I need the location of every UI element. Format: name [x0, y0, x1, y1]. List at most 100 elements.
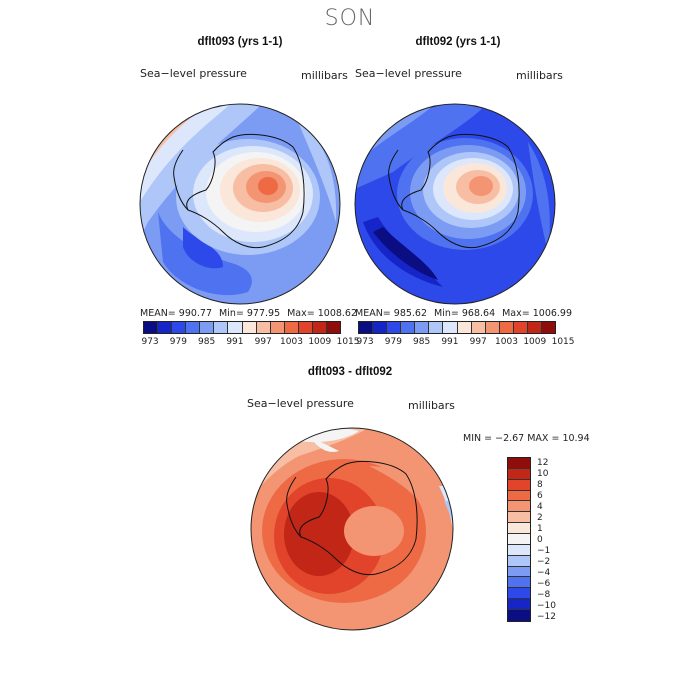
panel-2-colorbar-tick-label: 1015 [551, 337, 575, 347]
panel-1-polar-map [139, 103, 341, 305]
diff-colorbar-tick-label: 2 [537, 512, 543, 523]
panel-1-colorbar-swatch [242, 322, 257, 333]
panel-1-colorbar-swatch [312, 322, 328, 333]
panel-2-colorbar-swatch [485, 322, 500, 333]
diff-panel-minmax: MIN = −2.67 MAX = 10.94 [463, 433, 590, 444]
diff-colorbar-tick-label: 12 [537, 457, 549, 468]
panel-2-colorbar-ticks: 973 979 985 991 997 1003 1009 1015 [356, 337, 574, 349]
diff-colorbar-tick-label: 10 [537, 468, 549, 479]
diff-colorbar-swatch [508, 544, 530, 556]
panel-2-colorbar-swatch [542, 322, 556, 333]
diff-panel-title: dflt093 - dflt092 [307, 366, 393, 378]
panel-1-colorbar-swatch [158, 322, 173, 333]
panel-1-colorbar-swatch [228, 322, 243, 333]
panel-1-colorbar-swatch [298, 322, 313, 333]
panel-2-colorbar-tick-label: 1009 [523, 337, 547, 347]
panel-2-polar-map [354, 103, 556, 305]
diff-colorbar-tick-label: 1 [537, 523, 543, 534]
panel-1-colorbar-tick-label: 1003 [280, 337, 303, 347]
panel-1-units-label: millibars [301, 69, 348, 82]
diff-colorbar-swatch [508, 599, 530, 611]
panel-2-colorbar-swatch [527, 322, 543, 333]
panel-1-min: Min= 977.95 [219, 308, 281, 319]
panel-1-stats: MEAN= 990.77 Min= 977.95 Max= 1008.62 [140, 308, 364, 319]
panel-2-colorbar-swatch [513, 322, 528, 333]
diff-colorbar-swatch [508, 479, 530, 491]
panel-2-mean: MEAN= 985.62 [355, 308, 428, 319]
panel-2-colorbar-swatch [457, 322, 472, 333]
panel-2-colorbar-swatch [499, 322, 514, 333]
diff-colorbar-swatch [508, 566, 530, 578]
panel-2-colorbar-tick-label: 979 [384, 337, 402, 347]
panel-1-colorbar-tick-label: 991 [226, 337, 244, 347]
panel-2-colorbar-tick-label: 973 [356, 337, 374, 347]
panel-1-mean: MEAN= 990.77 [140, 308, 213, 319]
diff-panel-units-label: millibars [408, 399, 455, 412]
diff-colorbar-tick-label: 8 [537, 479, 543, 490]
panel-1-colorbar-swatch [144, 322, 159, 333]
diff-colorbar [507, 457, 531, 622]
panel-1-colorbar-swatch [186, 322, 201, 333]
diff-colorbar-swatch [508, 490, 530, 502]
diff-panel-polar-map [250, 427, 454, 631]
diff-colorbar-swatch [508, 501, 530, 513]
panel-2-colorbar-tick-label: 991 [441, 337, 459, 347]
panel-2-max: Max= 1006.99 [502, 308, 573, 319]
diff-colorbar-tick-label: −12 [537, 611, 556, 622]
panel-2-colorbar-swatch [387, 322, 402, 333]
diff-colorbar-ticks: 12 10 8 6 4 2 1 0 −1 −2 −4 −6 −8 −10 −12 [537, 457, 577, 622]
panel-1-colorbar-swatch [214, 322, 229, 333]
panel-2-colorbar-swatch [373, 322, 388, 333]
panel-1-colorbar-swatch [200, 322, 215, 333]
panel-2-colorbar-tick-label: 997 [469, 337, 487, 347]
diff-colorbar-swatch [508, 458, 530, 469]
panel-1-title: dflt093 (yrs 1-1) [197, 36, 283, 48]
panel-2-title: dflt092 (yrs 1-1) [415, 36, 501, 48]
panel-1-colorbar-swatch [270, 322, 285, 333]
diff-colorbar-tick-label: −2 [537, 556, 551, 567]
panel-2-colorbar-tick-label: 985 [413, 337, 431, 347]
diff-colorbar-tick-label: −1 [537, 545, 551, 556]
diff-panel-field-label: Sea−level pressure [247, 397, 354, 410]
panel-2-stats: MEAN= 985.62 Min= 968.64 Max= 1006.99 [355, 308, 579, 319]
panel-1-field-label: Sea−level pressure [140, 67, 247, 80]
diff-colorbar-swatch [508, 577, 530, 589]
diff-colorbar-swatch [508, 512, 530, 524]
diff-colorbar-tick-label: 0 [537, 534, 543, 545]
diff-colorbar-swatch [508, 610, 530, 621]
diff-colorbar-tick-label: −8 [537, 589, 551, 600]
diff-colorbar-tick-label: −4 [537, 567, 551, 578]
panel-2-colorbar [358, 321, 556, 334]
season-title: SON [324, 6, 376, 31]
panel-1-colorbar-tick-label: 997 [254, 337, 272, 347]
panel-1-colorbar-tick-label: 985 [198, 337, 216, 347]
panel-1-colorbar-tick-label: 979 [169, 337, 187, 347]
panel-2-colorbar-swatch [359, 322, 374, 333]
panel-1-colorbar-tick-label: 1015 [336, 337, 360, 347]
panel-2-min: Min= 968.64 [434, 308, 496, 319]
panel-2-colorbar-swatch [471, 322, 486, 333]
panel-1-colorbar [143, 321, 341, 334]
panel-1-colorbar-swatch [172, 322, 187, 333]
panel-1-colorbar-swatch [327, 322, 341, 333]
diff-colorbar-swatch [508, 523, 530, 535]
panel-2-colorbar-swatch [443, 322, 458, 333]
panel-1-colorbar-swatch [284, 322, 299, 333]
diff-colorbar-swatch [508, 534, 530, 545]
diff-colorbar-tick-label: −10 [537, 600, 556, 611]
panel-2-colorbar-tick-label: 1003 [495, 337, 518, 347]
panel-2-colorbar-swatch [401, 322, 416, 333]
panel-2-field-label: Sea−level pressure [355, 67, 462, 80]
panel-1-colorbar-swatch [256, 322, 271, 333]
panel-2-colorbar-swatch [429, 322, 444, 333]
panel-2-units-label: millibars [516, 69, 563, 82]
diff-colorbar-tick-label: −6 [537, 578, 551, 589]
panel-2-colorbar-swatch [415, 322, 430, 333]
diff-colorbar-swatch [508, 468, 530, 480]
panel-1-colorbar-tick-label: 973 [141, 337, 159, 347]
panel-1-max: Max= 1008.62 [287, 308, 358, 319]
diff-colorbar-swatch [508, 588, 530, 600]
diff-colorbar-tick-label: 6 [537, 490, 543, 501]
panel-1-colorbar-tick-label: 1009 [308, 337, 332, 347]
diff-colorbar-tick-label: 4 [537, 501, 543, 512]
